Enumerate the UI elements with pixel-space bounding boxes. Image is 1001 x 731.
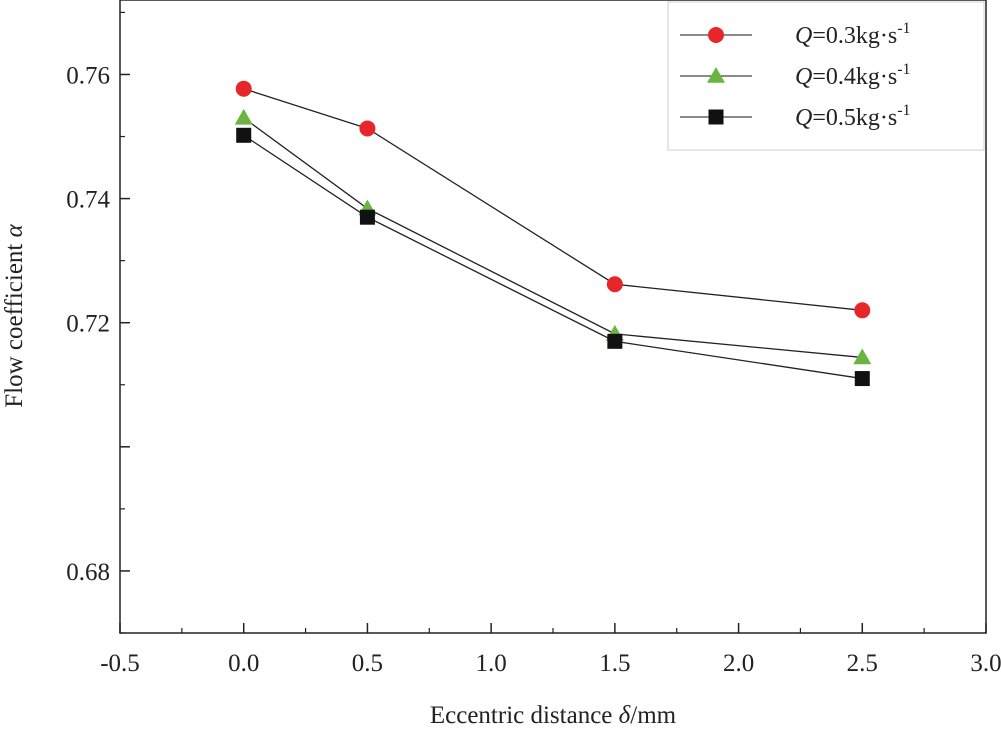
y-axis-title: Flow coefficient α [1, 223, 28, 407]
legend-entry: Q=0.4kg·s-1 [680, 61, 911, 90]
legend-marker [707, 67, 725, 83]
x-tick-label: 0.0 [228, 650, 259, 677]
x-axis-title-unit: /mm [630, 702, 676, 729]
y-axis-title-text: Flow coefficient [1, 237, 28, 407]
legend-marker [708, 27, 724, 43]
data-point [235, 80, 252, 97]
series-line [243, 134, 863, 380]
data-point [359, 209, 375, 225]
series-line [243, 117, 863, 359]
y-tick-label: 0.72 [66, 311, 110, 338]
series-layer [234, 80, 872, 387]
series-1 [235, 80, 871, 319]
series-line [243, 88, 863, 311]
x-tick-label: 2.0 [723, 650, 754, 677]
x-axis-title: Eccentric distance δ/mm [430, 702, 677, 729]
data-point [854, 371, 870, 387]
y-tick-label: 0.74 [66, 187, 110, 214]
y-tick-label: 0.76 [66, 62, 110, 89]
legend-label: Q=0.4kg·s-1 [795, 61, 911, 90]
x-axis-title-text: Eccentric distance [430, 702, 619, 729]
data-point [236, 127, 252, 143]
series-3 [236, 127, 870, 387]
x-tick-label: 3.0 [970, 650, 1001, 677]
data-point [359, 120, 376, 137]
legend-marker [708, 109, 724, 125]
data-point [234, 108, 253, 125]
y-axis-title-symbol: α [1, 223, 28, 237]
x-axis: -0.5 0.0 0.5 1.0 1.5 2.0 2.5 3.0 [100, 623, 1001, 677]
data-point [606, 276, 623, 293]
x-tick-label: 1.0 [476, 650, 507, 677]
y-axis: 0.68 0.72 0.74 0.76 [66, 11, 130, 634]
x-axis-title-symbol: δ [619, 702, 631, 729]
legend-entry: Q=0.5kg·s-1 [680, 102, 911, 131]
y-tick-label: 0.68 [66, 559, 110, 586]
data-point [607, 333, 623, 349]
data-point [853, 348, 872, 365]
x-tick-label: -0.5 [100, 650, 140, 677]
legend: Q=0.3kg·s-1 Q=0.4kg·s-1 Q=0.5kg·s-1 [667, 1, 985, 151]
legend-label: Q=0.3kg·s-1 [795, 20, 911, 49]
x-tick-label: 0.5 [352, 650, 383, 677]
x-tick-label: 1.5 [599, 650, 630, 677]
legend-label: Q=0.5kg·s-1 [795, 102, 911, 131]
legend-entry: Q=0.3kg·s-1 [680, 20, 911, 49]
data-point [854, 302, 871, 319]
x-tick-label: 2.5 [847, 650, 878, 677]
